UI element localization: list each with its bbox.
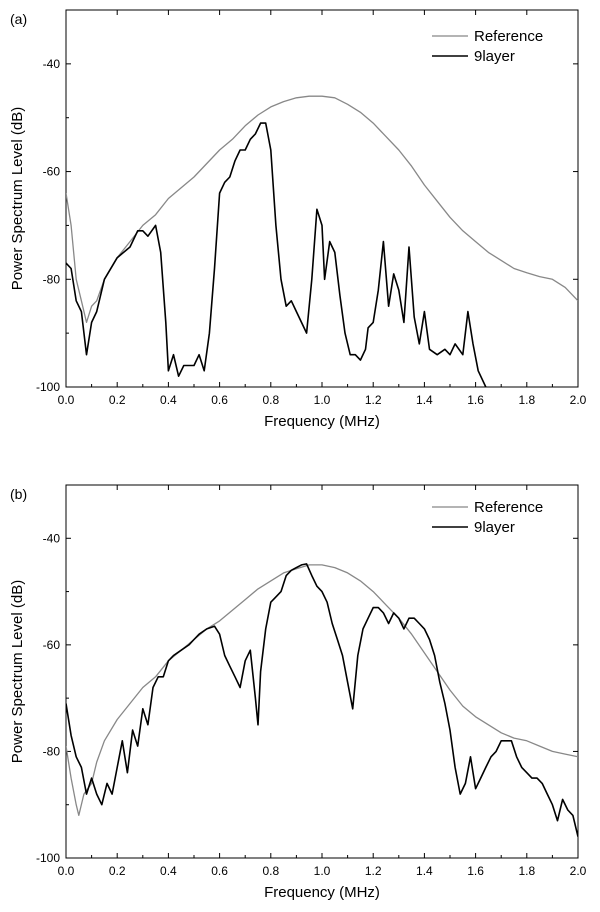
legend-label-reference: Reference [474,28,543,45]
x-tick-label: 0.2 [109,393,126,407]
x-tick-label: 1.6 [467,393,484,407]
x-tick-label: 0.8 [262,864,279,878]
x-tick-label: 0.8 [262,393,279,407]
series-line-reference [66,95,578,324]
x-tick-label: 0.4 [160,864,177,878]
legend-label-reference: Reference [474,499,543,516]
x-tick-label: 1.2 [365,393,382,407]
series-line-reference [66,564,578,817]
panel-label: (a) [10,11,27,27]
panel-label: (b) [10,486,27,502]
y-tick-label: -100 [36,851,60,865]
y-tick-label: -40 [43,531,61,545]
x-tick-label: 2.0 [570,864,587,878]
y-tick-label: -40 [43,57,61,71]
x-tick-label: 1.0 [314,864,331,878]
series-line-9layer [66,122,487,387]
y-tick-label: -80 [43,272,61,286]
x-tick-label: 1.0 [314,393,331,407]
y-tick-label: -80 [43,744,61,758]
legend-label-9layer: 9layer [474,48,515,65]
x-tick-label: 0.0 [58,393,75,407]
y-axis-title: Power Spectrum Level (dB) [9,580,26,763]
y-tick-label: -60 [43,638,61,652]
y-tick-label: -60 [43,165,61,179]
x-tick-label: 1.4 [416,393,433,407]
x-tick-label: 1.4 [416,864,433,878]
panel-b-chart: 0.0 0.2 0.4 0.6 0.8 1.0 1.2 1.4 1.6 1.8 2.0 -100 -80… [9,484,587,901]
x-tick-label: 0.4 [160,393,177,407]
legend-label-9layer: 9layer [474,519,515,536]
y-axis-title: Power Spectrum Level (dB) [9,107,26,290]
panel-a-chart: 0.0 0.2 0.4 0.6 0.8 1.0 1.2 1.4 1.6 1.8 2.0 -100 -80… [9,9,587,430]
x-tick-label: 1.8 [518,393,535,407]
x-tick-label: 0.0 [58,864,75,878]
x-tick-label: 1.8 [518,864,535,878]
x-tick-label: 0.6 [211,393,228,407]
x-tick-label: 0.2 [109,864,126,878]
x-tick-label: 1.6 [467,864,484,878]
x-tick-label: 2.0 [570,393,587,407]
series-line-9layer [66,563,578,837]
y-tick-label: -100 [36,380,60,394]
plot-frame [65,9,579,388]
x-tick-label: 1.2 [365,864,382,878]
x-axis-title: Frequency (MHz) [264,413,380,430]
x-tick-label: 0.6 [211,864,228,878]
x-axis-title: Frequency (MHz) [264,884,380,901]
plot-frame [65,484,579,859]
